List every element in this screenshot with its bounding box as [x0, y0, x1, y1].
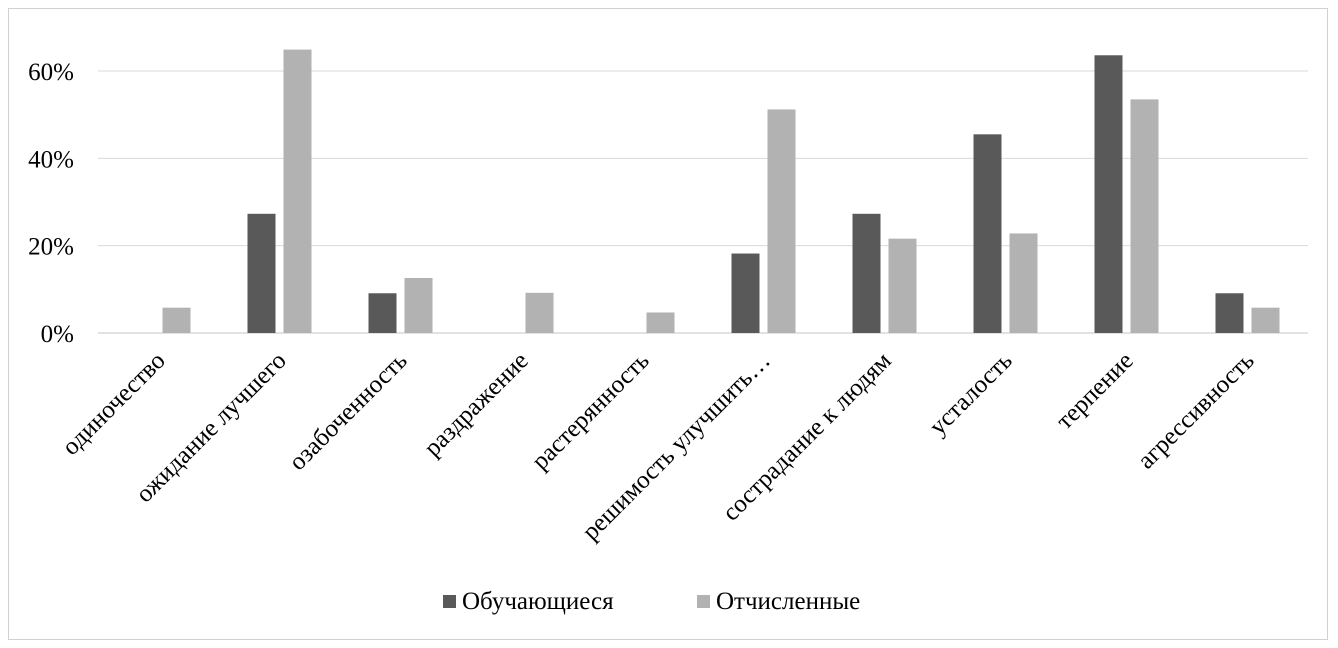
legend-label: Обучающиеся — [462, 588, 614, 615]
bar — [646, 312, 675, 333]
bar — [1215, 293, 1244, 333]
bar — [731, 253, 760, 333]
bar — [1251, 307, 1280, 333]
x-tick-label: растерянность — [527, 347, 655, 475]
x-tick-label: озабоченность — [284, 347, 413, 476]
y-tick-label: 20% — [28, 234, 74, 261]
bar — [247, 213, 276, 333]
bar — [1130, 99, 1159, 333]
x-tick-label: терпение — [1051, 347, 1139, 435]
grid-layer — [98, 70, 1308, 334]
bar — [1094, 55, 1123, 333]
bar — [404, 277, 433, 333]
y-axis-ticks: 0% 20% 40% 60% — [28, 59, 74, 348]
bar — [162, 307, 191, 333]
x-tick-label: раздражение — [419, 347, 534, 462]
y-tick-label: 40% — [28, 146, 74, 173]
bar — [525, 292, 554, 333]
bars-layer — [162, 49, 1280, 333]
bar — [1009, 233, 1038, 333]
legend-label: Отчисленные — [716, 588, 860, 615]
y-tick-label: 0% — [41, 321, 74, 348]
bar — [888, 238, 917, 333]
bar — [368, 293, 397, 333]
bar — [283, 49, 312, 333]
legend-swatch — [443, 595, 456, 608]
legend-swatch — [697, 595, 710, 608]
bar — [852, 213, 881, 333]
bar — [973, 134, 1002, 333]
x-tick-label: усталость — [924, 347, 1017, 440]
x-tick-label: агрессивность — [1133, 347, 1260, 474]
bar — [767, 109, 796, 333]
legend: Обучающиеся Отчисленные — [443, 588, 860, 615]
x-tick-label: одиночество — [57, 347, 171, 461]
y-tick-label: 60% — [28, 59, 74, 86]
